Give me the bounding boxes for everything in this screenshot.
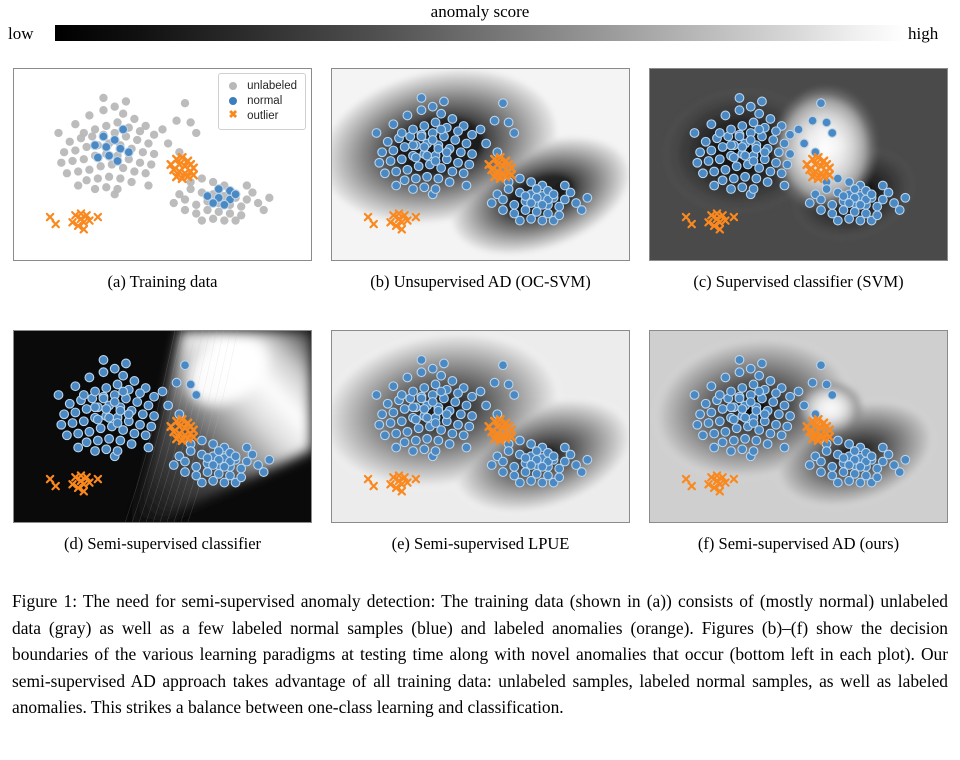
subcaption-a: (a) Training data xyxy=(107,272,218,291)
colorbar-low-label: low xyxy=(8,24,34,43)
unlabeled-points xyxy=(54,93,274,225)
colorbar-gradient xyxy=(55,25,905,41)
panel-f-plot xyxy=(650,331,947,522)
unlabeled-marker-icon xyxy=(225,79,241,94)
panel-supervised-classifier[interactable] xyxy=(649,68,948,261)
figure-caption: Figure 1: The need for semi-supervised a… xyxy=(12,591,948,717)
panel-unsupervised-ad[interactable] xyxy=(331,68,630,261)
panel-c-plot xyxy=(650,69,947,260)
outlier-points xyxy=(363,152,516,234)
subcaption-c: (c) Supervised classifier (SVM) xyxy=(693,272,904,291)
normal-marker-icon xyxy=(225,94,241,109)
subcaption-b: (b) Unsupervised AD (OC-SVM) xyxy=(370,272,591,291)
normal-points xyxy=(90,124,241,210)
normal-points xyxy=(371,93,593,226)
subcaption-e: (e) Semi-supervised LPUE xyxy=(391,534,570,553)
normal-points xyxy=(371,355,593,488)
panel-semisupervised-lpue[interactable] xyxy=(331,330,630,523)
outlier-points xyxy=(45,152,198,234)
normal-points xyxy=(689,355,911,488)
contour-lines-d xyxy=(125,331,238,522)
outlier-points xyxy=(363,414,516,496)
subcaption-d: (d) Semi-supervised classifier xyxy=(63,534,262,553)
panel-d-plot xyxy=(14,331,311,522)
normal-points xyxy=(53,355,275,488)
legend[interactable]: unlabeled normal ✖ outlier xyxy=(218,73,306,130)
panel-b-plot xyxy=(332,69,629,260)
panel-e-plot xyxy=(332,331,629,522)
legend-item-outlier: ✖ outlier xyxy=(225,109,297,124)
legend-label-unlabeled: unlabeled xyxy=(247,80,297,92)
legend-label-normal: normal xyxy=(247,95,283,107)
panel-training-data[interactable]: unlabeled normal ✖ outlier xyxy=(13,68,312,261)
colorbar-high-label: high xyxy=(908,24,939,43)
outlier-points xyxy=(681,152,834,234)
panel-semisupervised-classifier[interactable] xyxy=(13,330,312,523)
outlier-points xyxy=(681,414,834,496)
panel-semisupervised-ad[interactable] xyxy=(649,330,948,523)
subcaption-f: (f) Semi-supervised AD (ours) xyxy=(697,534,900,553)
outlier-points xyxy=(45,414,198,496)
legend-item-unlabeled: unlabeled xyxy=(225,79,297,94)
legend-item-normal: normal xyxy=(225,94,297,109)
outlier-marker-icon: ✖ xyxy=(228,109,238,122)
colorbar: anomaly score low high xyxy=(0,0,960,52)
colorbar-title: anomaly score xyxy=(430,2,530,21)
legend-label-outlier: outlier xyxy=(247,110,279,122)
normal-points xyxy=(689,93,911,226)
